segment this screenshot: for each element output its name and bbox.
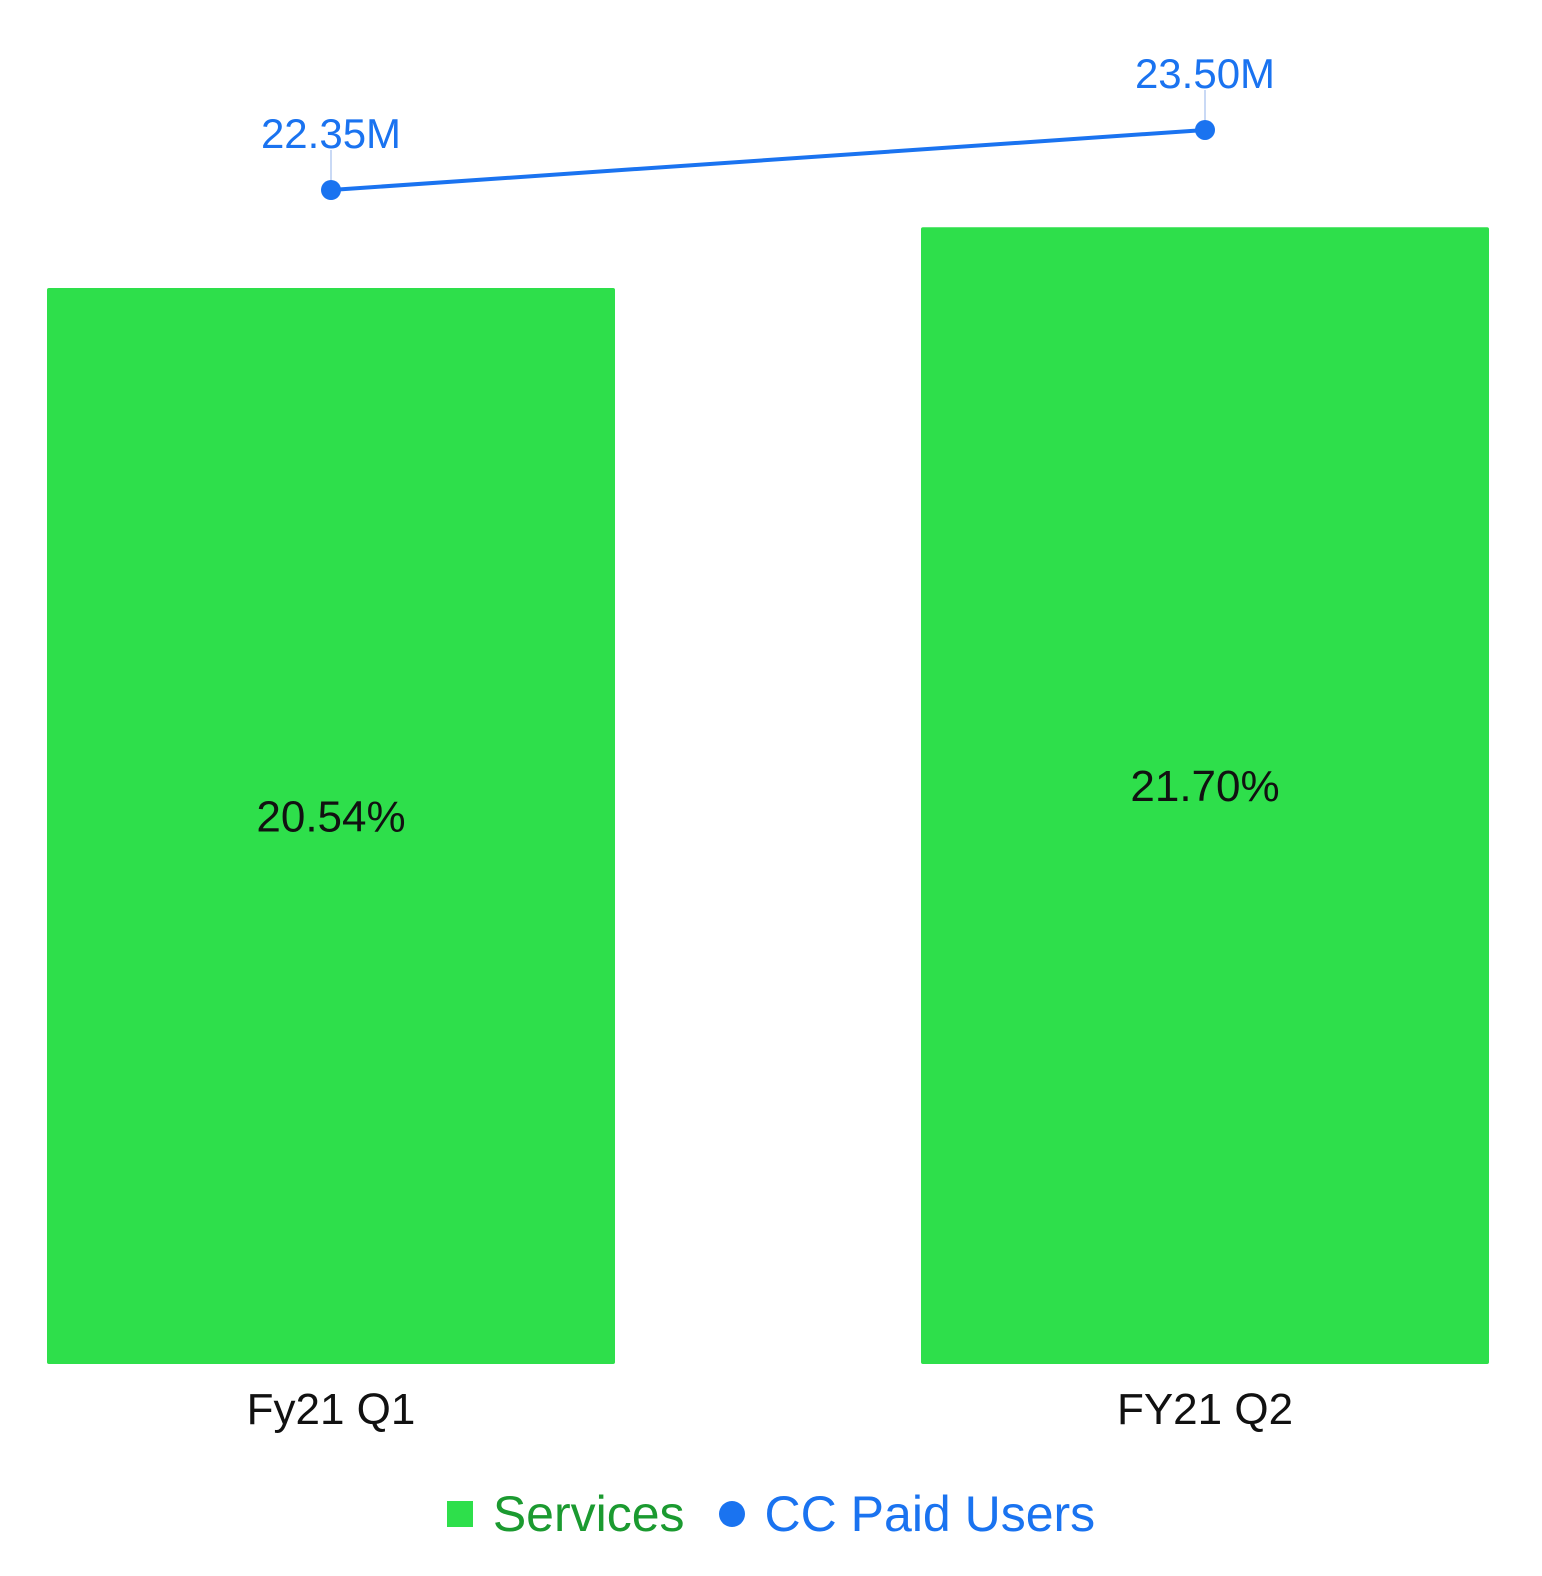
legend-item-services[interactable]: Services [446,1485,685,1543]
line-cc-paid-users [330,127,1206,192]
legend-item-cc-paid-users[interactable]: CC Paid Users [718,1485,1096,1543]
bar-value-label-2: 21.70% [1130,762,1279,811]
legend-swatch-dot-icon [718,1501,745,1527]
line-layer [321,89,1215,200]
legend-label-services: Services [492,1486,685,1542]
line-point-2[interactable] [1195,119,1215,140]
bars-layer [47,227,1489,1365]
labels-layer: 20.54% Fy21 Q1 21.70% FY21 Q2 22.35M 23.50M [247,50,1293,1434]
line-value-label-2: 23.50M [1135,50,1275,97]
legend-swatch-square-icon [446,1501,473,1527]
legend-label-cc-paid-users: CC Paid Users [764,1486,1096,1542]
bar-1[interactable] [47,288,615,1364]
category-label-2: FY21 Q2 [1117,1385,1293,1434]
legend: Services CC Paid Users [0,1484,1542,1544]
line-point-1[interactable] [321,180,341,200]
line-value-label-1: 22.35M [261,110,401,157]
bar-2[interactable] [921,227,1489,1365]
category-label-1: Fy21 Q1 [247,1385,416,1434]
bar-value-label-1: 20.54% [256,793,405,842]
